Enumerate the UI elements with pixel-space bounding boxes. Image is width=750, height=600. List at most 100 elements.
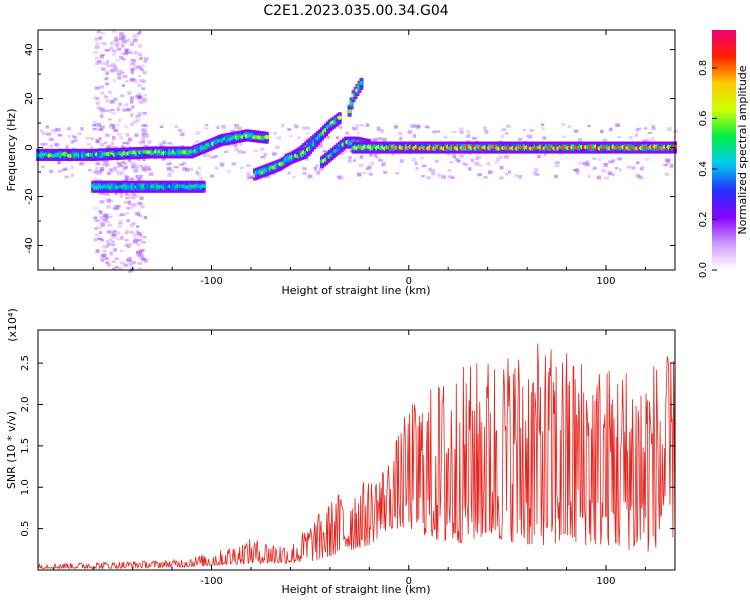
snr-multiplier: (x10⁴)	[6, 308, 19, 342]
spectrogram-cell	[302, 172, 307, 175]
spectrogram-cell	[138, 100, 144, 104]
spectrogram-cell	[107, 215, 113, 218]
spectrogram-cell	[143, 165, 148, 168]
spectrogram-cell	[635, 174, 641, 178]
spectrogram-cell	[99, 200, 105, 204]
spectrogram-cell	[517, 174, 523, 179]
spectrogram-cell	[80, 127, 84, 131]
spectrogram-cell	[119, 220, 123, 224]
snr-y-ticks: 0.5 1.0 1.5 2.0 2.5	[20, 355, 675, 537]
spectrogram-cell	[138, 30, 142, 34]
spectrogram-cell	[533, 167, 539, 172]
spectrogram-cell	[259, 147, 265, 151]
spectrogram-cell	[144, 133, 150, 138]
spectrogram-cell	[483, 126, 487, 131]
spectrogram-cell	[628, 135, 633, 140]
spectrogram-cell	[49, 144, 53, 148]
colorbar: 0.0 0.2 0.4 0.6 0.8 Normalized spectral ampl…	[698, 30, 749, 278]
spectrogram-cell	[129, 231, 134, 234]
spectrogram-cell	[281, 123, 285, 128]
spectrogram-cell	[117, 237, 122, 241]
spectrogram-cell	[540, 123, 545, 127]
spectrogram-cell	[143, 144, 149, 148]
spectrogram-y-ticks: -40 -20 0 20 40	[24, 43, 675, 271]
spectrogram-cell	[636, 161, 640, 165]
spectrogram-cell	[101, 31, 105, 35]
spectrogram-cell	[127, 51, 133, 54]
spectrogram-cell	[436, 130, 440, 133]
spectrogram-cell	[142, 158, 146, 161]
spectrogram-cell	[130, 113, 134, 117]
spectrogram-cell	[134, 164, 139, 169]
spectrogram-cell	[421, 164, 427, 168]
spectrogram-cell	[179, 163, 184, 166]
spectrogram-cell	[85, 136, 91, 140]
spectrogram-cell	[116, 107, 120, 112]
spectrogram-cell	[665, 158, 671, 162]
spectrogram-cell	[468, 167, 472, 171]
spectrogram-cell	[139, 249, 143, 254]
spectrogram-cell	[287, 171, 291, 175]
spectrogram-ylabel: Frequency (Hz)	[5, 109, 18, 192]
spectrogram-cell	[55, 127, 61, 132]
spectrogram-cell	[201, 183, 207, 189]
spectrogram-cell	[143, 215, 148, 220]
spectrogram-cell	[529, 129, 535, 132]
spectrogram-cell	[360, 124, 365, 127]
spectrogram-cell	[148, 173, 154, 177]
x-tick-label: 100	[596, 576, 615, 587]
spectrogram-cell	[210, 155, 216, 159]
spectrogram-cell	[234, 148, 239, 152]
spectrogram-x-ticks: -100 0 100	[53, 30, 646, 287]
spectrogram-cell	[106, 198, 111, 203]
spectrogram-cell	[339, 152, 344, 155]
spectrogram-cell	[577, 138, 583, 143]
spectrogram-cell	[315, 163, 319, 168]
spectrogram-cell	[97, 226, 102, 229]
spectrogram-cell	[95, 97, 100, 101]
spectrogram-cell	[104, 48, 110, 52]
spectrogram-cell	[276, 136, 282, 140]
spectrogram-cell	[525, 134, 530, 138]
spectrogram-cell	[319, 145, 324, 148]
spectrogram-cell	[117, 49, 121, 52]
spectrogram-cell	[115, 44, 120, 49]
spectrogram-cell	[636, 127, 642, 131]
spectrogram-cell	[106, 204, 111, 209]
spectrogram-cell	[135, 194, 139, 198]
spectrogram-cell	[378, 159, 383, 162]
spectrogram-cell	[195, 171, 199, 174]
spectrogram-cell	[54, 128, 59, 131]
spectrogram-cell	[106, 263, 112, 267]
spectrogram-cell	[204, 124, 209, 127]
spectrogram-cell	[109, 46, 114, 51]
spectrogram-cell	[375, 156, 380, 159]
spectrogram-cell	[99, 85, 104, 89]
spectrogram-cell	[304, 137, 310, 142]
spectrogram-cell	[141, 139, 145, 142]
spectrogram-cell	[635, 128, 640, 132]
spectrogram-cell	[137, 178, 142, 181]
spectrogram-cell	[297, 136, 302, 139]
spectrogram-cell	[416, 124, 421, 128]
spectrogram-cell	[121, 84, 125, 87]
spectrogram-cell	[233, 124, 239, 127]
spectrogram-cell	[441, 175, 447, 179]
spectrogram-cell	[99, 54, 104, 59]
spectrogram-cell	[611, 159, 616, 163]
spectrogram-cell	[99, 210, 103, 215]
spectrogram-cell	[498, 155, 504, 159]
spectrogram-cell	[94, 178, 98, 182]
spectrogram-cell	[486, 161, 490, 166]
spectrogram-cell	[126, 38, 131, 42]
spectrogram-cell	[142, 111, 147, 115]
spectrogram-cell	[159, 125, 164, 128]
spectrogram-cell	[162, 140, 166, 145]
spectrogram-cell	[253, 149, 259, 152]
spectrogram-cell	[318, 167, 324, 172]
spectrogram-cell	[113, 129, 119, 133]
spectrogram-cell	[116, 59, 120, 62]
spectrogram-cell	[88, 168, 92, 172]
snr-x-ticks: -100 0 100	[53, 330, 646, 587]
spectrogram-cell	[125, 80, 129, 83]
